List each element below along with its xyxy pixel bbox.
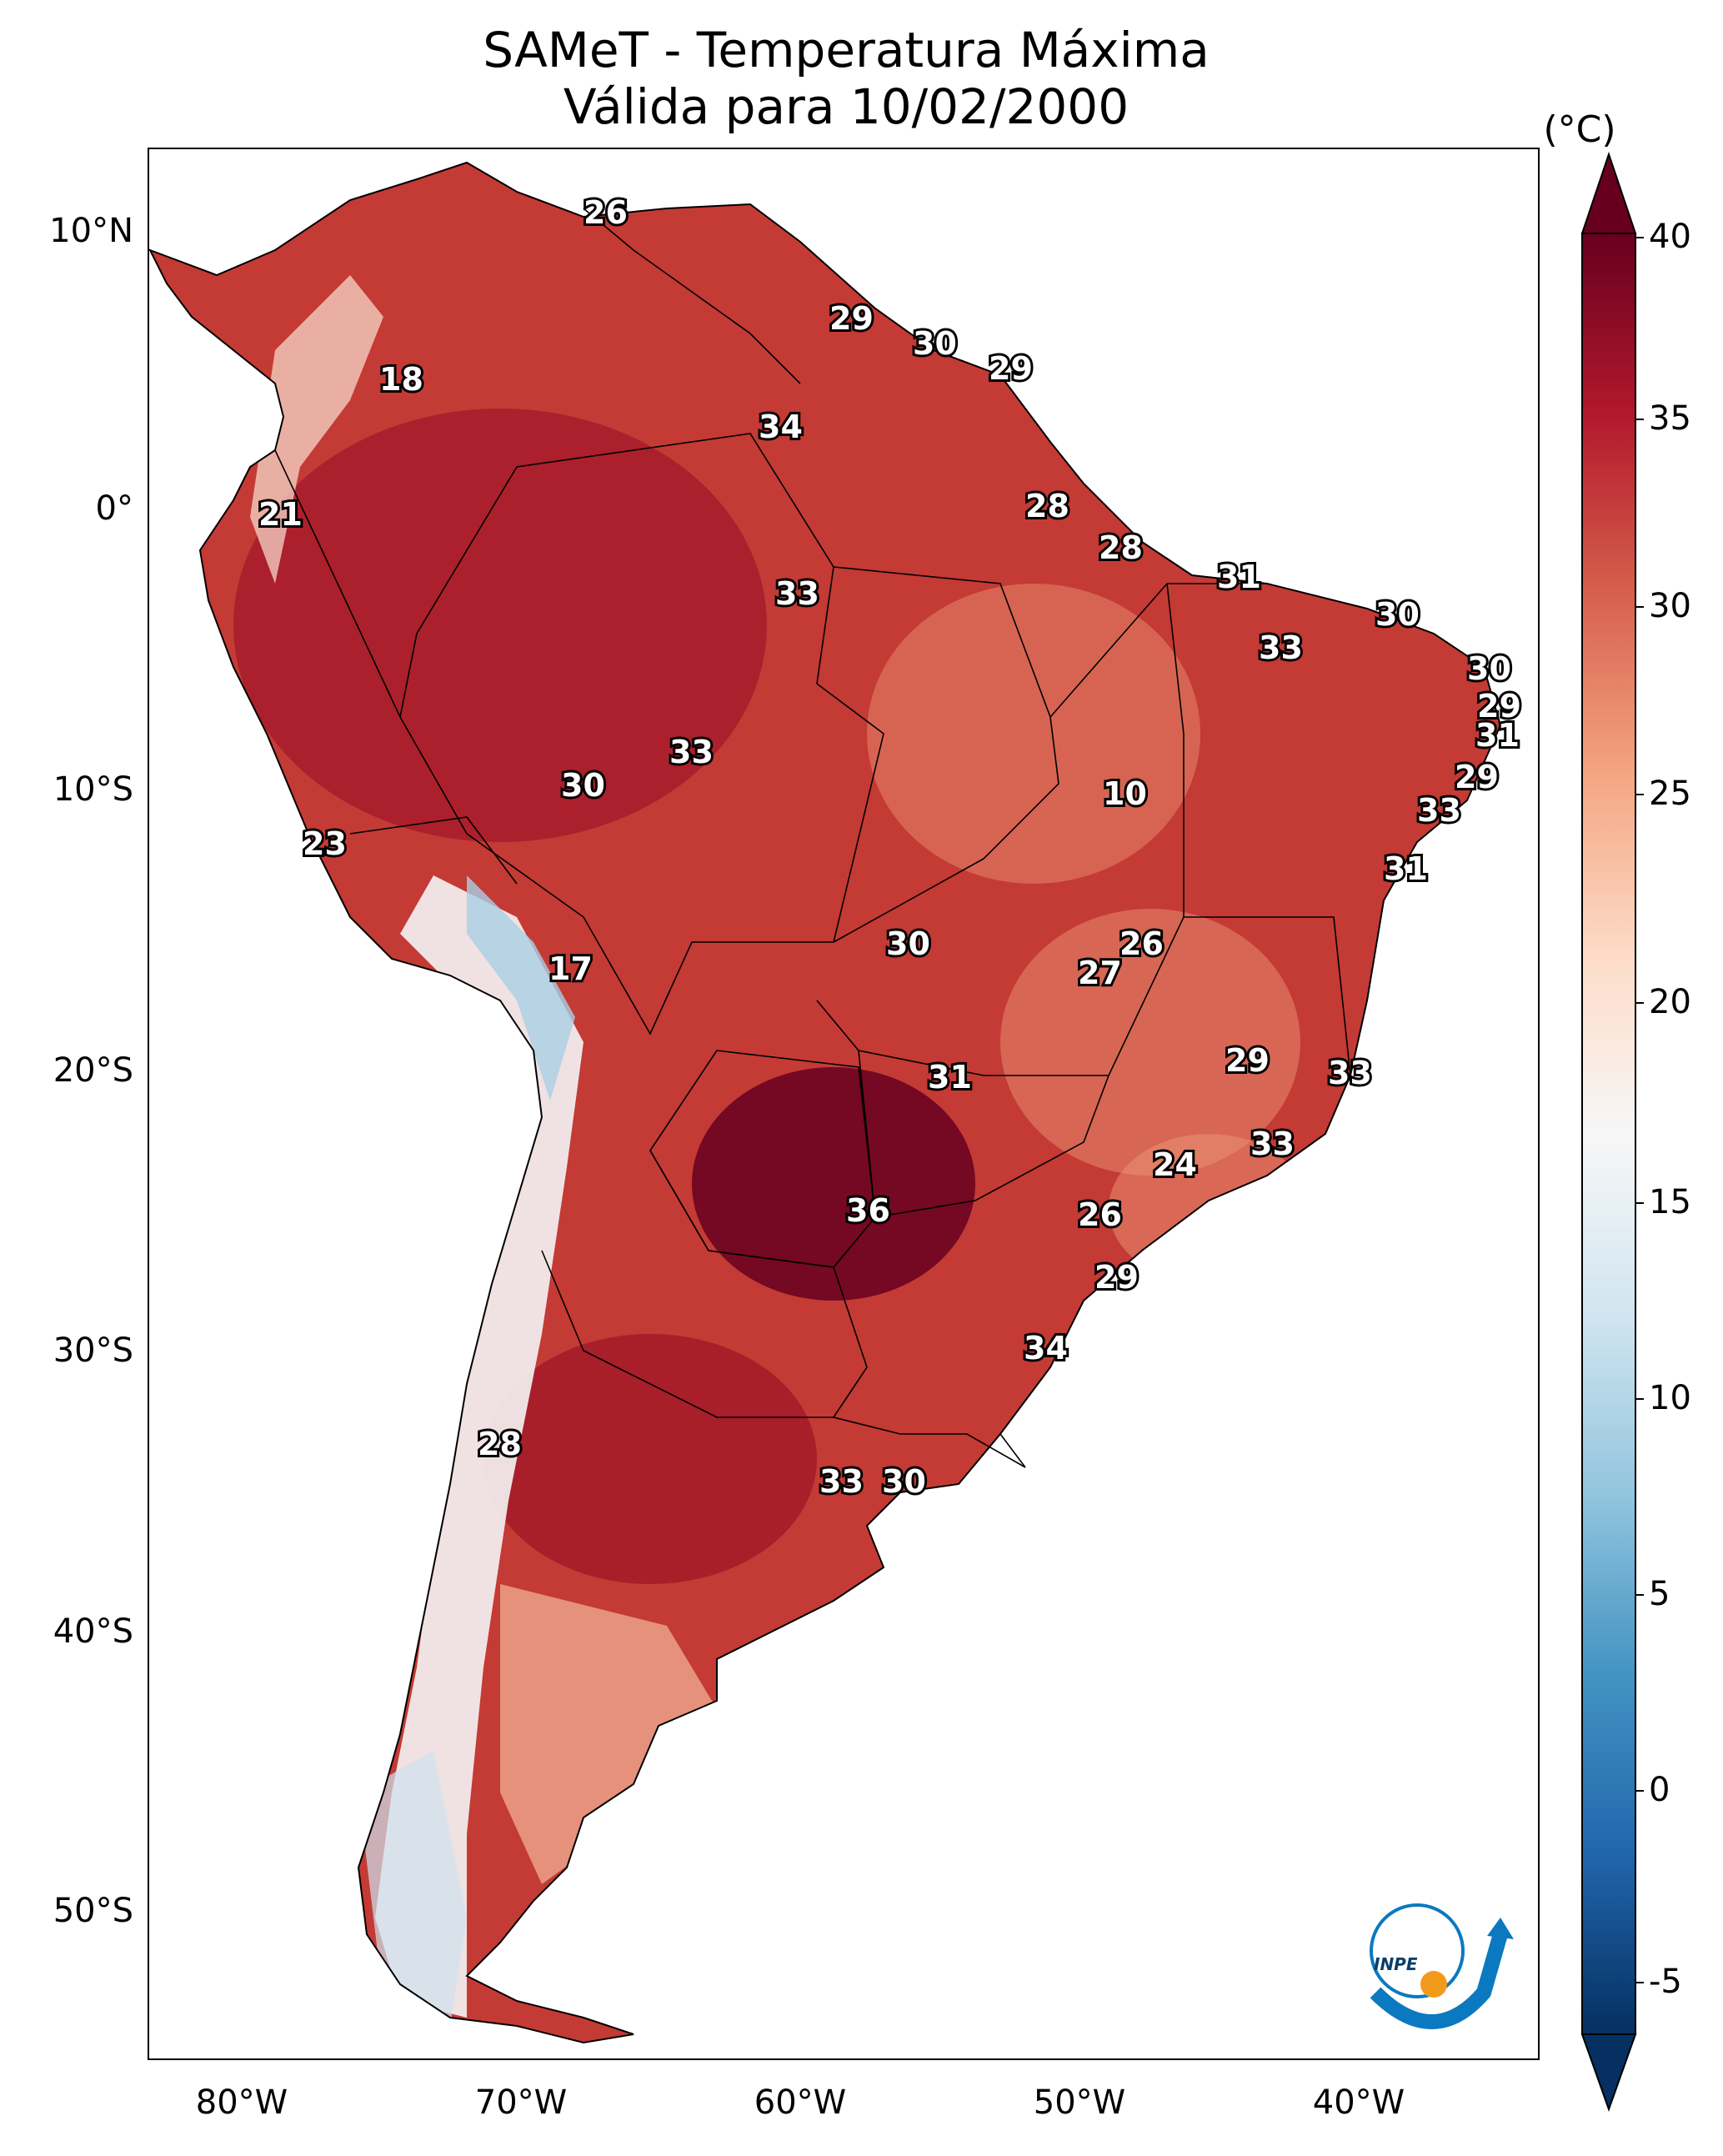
map-label: 21 [258, 496, 303, 533]
lon-label-70w: 70°W [474, 2083, 568, 2122]
map-label: 33 [1328, 1055, 1372, 1091]
lat-label-30s: 30°S [53, 1331, 133, 1370]
lat-label-20s: 20°S [53, 1051, 133, 1090]
cb-tick-20: 20 [1649, 983, 1691, 1021]
map-label: 33 [1417, 792, 1461, 829]
map-label: 28 [478, 1426, 522, 1462]
map-label: 33 [819, 1463, 864, 1500]
cb-tick-0: 0 [1649, 1771, 1670, 1809]
cb-tick-10: 10 [1649, 1379, 1691, 1417]
map-label: 29 [1477, 688, 1521, 725]
map-label: 33 [1250, 1126, 1295, 1162]
map-label: 30 [886, 925, 930, 962]
map-label: 33 [775, 575, 819, 612]
map-label: 28 [1099, 529, 1143, 566]
map-label: 30 [913, 325, 957, 362]
map-label: 29 [1455, 759, 1499, 795]
lat-label-40s: 40°S [53, 1612, 133, 1651]
map-label: 29 [1225, 1042, 1270, 1079]
map-label: 29 [1094, 1259, 1139, 1296]
map-subtitle: Válida para 10/02/2000 [563, 78, 1129, 135]
lat-label-50s: 50°S [53, 1892, 133, 1930]
lon-label-80w: 80°W [195, 2083, 288, 2122]
map-label: 23 [303, 825, 347, 862]
cb-tick-5: 5 [1649, 1575, 1670, 1613]
inpe-logo: INPE [1370, 1903, 1514, 2029]
map-label: 17 [548, 950, 593, 987]
lon-label-50w: 50°W [1033, 2083, 1126, 2122]
cb-tick-minus5: -5 [1649, 1963, 1682, 2001]
cb-tick-15: 15 [1649, 1183, 1691, 1221]
country-borders [274, 208, 1351, 1468]
lon-label-40w: 40°W [1312, 2083, 1405, 2122]
map-label: 34 [759, 409, 803, 445]
map-label: 29 [989, 350, 1033, 387]
map-label: 36 [846, 1192, 890, 1229]
map-label: 26 [584, 194, 628, 231]
map-label: 24 [1153, 1146, 1197, 1183]
map-label: 31 [1217, 559, 1261, 595]
map-label: 30 [1375, 596, 1420, 633]
cb-tick-35: 35 [1649, 399, 1691, 438]
lon-label-60w: 60°W [754, 2083, 847, 2122]
map-label: 29 [829, 300, 874, 337]
map-label: 31 [928, 1059, 972, 1096]
map-label: 28 [1025, 488, 1069, 524]
map-label: 26 [1078, 1196, 1122, 1233]
map-label: 18 [379, 361, 423, 398]
map-label: 27 [1078, 955, 1122, 991]
colorbar [1580, 151, 1644, 2112]
lat-label-10n: 10°N [49, 212, 133, 250]
map-label: 31 [1384, 850, 1428, 887]
map-title: SAMeT - Temperatura Máxima [483, 22, 1210, 78]
map-label: 34 [1024, 1330, 1068, 1366]
cb-tick-25: 25 [1649, 775, 1691, 813]
map-label: 30 [561, 767, 605, 804]
map-label: 33 [1259, 629, 1303, 666]
map-label: 26 [1119, 925, 1164, 962]
lat-label-10s: 10°S [53, 770, 133, 809]
map-label: 30 [882, 1463, 926, 1500]
map-label: 30 [1467, 650, 1511, 687]
map-label: 10 [1103, 775, 1147, 812]
lat-label-0: 0° [95, 489, 133, 528]
map-label: 33 [669, 734, 714, 770]
temperature-labels: 26 29 30 29 18 34 21 28 28 33 31 30 33 3… [256, 192, 1524, 1502]
map-label: 31 [1475, 717, 1520, 754]
colorbar-unit: (°C) [1543, 108, 1616, 151]
inpe-logo-text: INPE [1374, 1954, 1418, 1974]
cb-tick-40: 40 [1649, 218, 1691, 256]
cb-tick-30: 30 [1649, 587, 1691, 625]
